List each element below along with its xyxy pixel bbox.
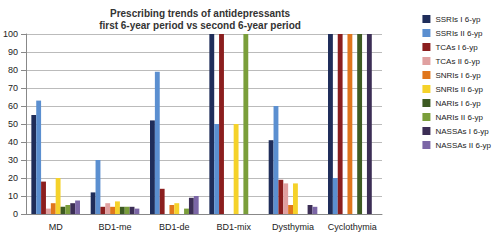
svg-text:NASSAs II 6-yp: NASSAs II 6-yp [435, 141, 491, 150]
svg-text:MD: MD [49, 222, 63, 232]
svg-text:TCAs I 6-yp: TCAs I 6-yp [435, 43, 478, 52]
svg-text:20: 20 [8, 173, 18, 183]
svg-text:Prescribing trends of antidepr: Prescribing trends of antidepressants [110, 8, 290, 19]
svg-text:BD1-me: BD1-me [99, 222, 132, 232]
svg-text:SSRIs II 6-yp: SSRIs II 6-yp [435, 29, 483, 38]
svg-text:NARIs II 6-yp: NARIs II 6-yp [435, 113, 483, 122]
svg-text:SNRIs II 6-yp: SNRIs II 6-yp [435, 85, 483, 94]
svg-text:90: 90 [8, 47, 18, 57]
svg-text:BD1-mix: BD1-mix [216, 222, 251, 232]
svg-text:80: 80 [8, 65, 18, 75]
svg-text:TCAs II 6-yp: TCAs II 6-yp [435, 57, 480, 66]
svg-text:40: 40 [8, 137, 18, 147]
svg-text:SNRIs I 6-yp: SNRIs I 6-yp [435, 71, 481, 80]
svg-text:BD1-de: BD1-de [159, 222, 190, 232]
svg-text:60: 60 [8, 101, 18, 111]
svg-text:Cyclothymia: Cyclothymia [328, 222, 377, 232]
svg-text:10: 10 [8, 191, 18, 201]
svg-text:SSRIs I 6-yp: SSRIs I 6-yp [435, 15, 480, 24]
svg-text:0: 0 [13, 209, 18, 219]
svg-text:70: 70 [8, 83, 18, 93]
svg-text:NASSAs I 6-yp: NASSAs I 6-yp [435, 127, 489, 136]
svg-text:100: 100 [3, 29, 18, 39]
svg-text:50: 50 [8, 119, 18, 129]
svg-text:first 6-year period vs second: first 6-year period vs second 6-year per… [99, 20, 301, 31]
svg-text:30: 30 [8, 155, 18, 165]
svg-text:NARIs I 6-yp: NARIs I 6-yp [435, 99, 481, 108]
svg-text:Dysthymia: Dysthymia [272, 222, 314, 232]
